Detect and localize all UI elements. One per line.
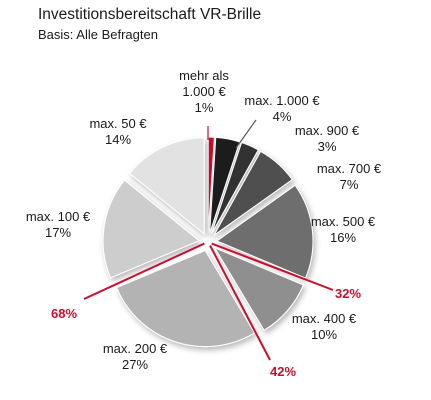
pie-slice (213, 150, 293, 236)
pie-slice (128, 137, 205, 235)
slice-label: max. 700 €7% (317, 161, 382, 192)
slice-label: max. 50 €14% (89, 116, 147, 147)
leader-line (235, 119, 257, 149)
pie-slice (102, 179, 201, 279)
cumulative-divider (209, 244, 271, 361)
cumulative-divider (211, 242, 334, 291)
cumulative-label: 68% (51, 306, 77, 321)
slice-label: max. 200 €27% (103, 341, 168, 372)
slice-label: max. 100 €17% (26, 209, 91, 240)
cumulative-label: 42% (270, 364, 296, 379)
pie-slice (213, 246, 305, 331)
cumulative-label: 32% (335, 286, 361, 301)
slice-label: max. 400 €10% (292, 311, 357, 342)
slice-label: max. 900 €3% (295, 123, 360, 154)
pie-slice (215, 184, 314, 279)
slice-label: max. 1.000 €4% (244, 93, 320, 124)
chart-title: Investitionsbereitschaft VR-Brille (38, 6, 262, 23)
slice-label: max. 500 €16% (311, 214, 376, 245)
pie-slice (211, 141, 259, 234)
chart-subtitle: Basis: Alle Befragten (38, 27, 158, 42)
pie-slice (115, 249, 256, 348)
slice-label: mehr als 1.000 €1% (179, 68, 229, 115)
cumulative-divider (83, 242, 205, 300)
